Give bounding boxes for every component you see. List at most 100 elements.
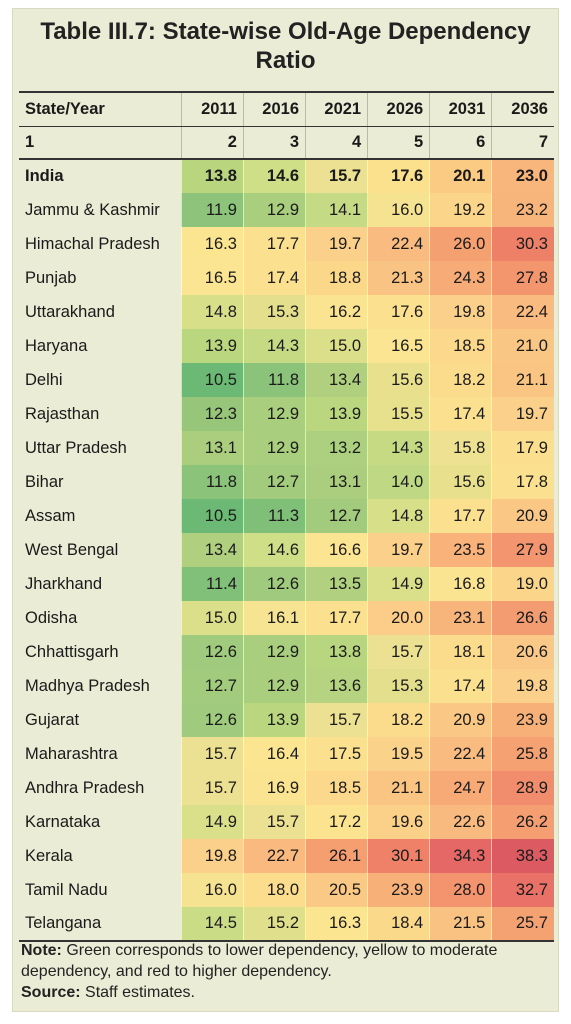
ratio-cell: 16.9 — [242, 771, 306, 805]
state-name: Tamil Nadu — [25, 880, 108, 899]
ratio-cell: 20.6 — [491, 635, 554, 669]
ratio-cell: 19.0 — [491, 567, 554, 601]
ratio-cell: 18.5 — [305, 771, 368, 805]
table-panel: Table III.7: State-wise Old-Age Dependen… — [12, 8, 559, 1012]
ratio-cell: 26.1 — [305, 839, 368, 873]
ratio-cell: 21.1 — [491, 363, 554, 397]
state-name: Himachal Pradesh — [25, 234, 160, 253]
ratio-cell: 32.7 — [491, 873, 554, 907]
ratio-cell: 12.9 — [242, 635, 306, 669]
year-header: 2026 — [367, 91, 430, 127]
ratio-cell: 10.5 — [180, 363, 244, 397]
ratio-cell: 14.8 — [367, 499, 430, 533]
ratio-cell: 20.5 — [305, 873, 368, 907]
ratio-cell: 12.9 — [242, 193, 306, 227]
source-text: Staff estimates. — [80, 984, 195, 1001]
table-row: West Bengal 13.4 14.6 16.6 19.7 23.5 27.9 — [19, 533, 554, 567]
ratio-cell: 12.3 — [180, 397, 244, 431]
state-year-header: State/Year — [19, 91, 182, 127]
ratio-cell: 17.8 — [491, 465, 554, 499]
year-header: 2036 — [491, 91, 554, 127]
ratio-cell: 15.0 — [305, 329, 368, 363]
ratio-cell: 15.6 — [367, 363, 430, 397]
ratio-cell: 16.5 — [180, 261, 244, 295]
state-name: Chhattisgarh — [25, 642, 119, 661]
ratio-cell: 24.7 — [429, 771, 492, 805]
year-header: 2021 — [305, 91, 368, 127]
ratio-cell: 20.9 — [491, 499, 554, 533]
table-row: Rajasthan 12.3 12.9 13.9 15.5 17.4 19.7 — [19, 397, 554, 431]
ratio-cell: 22.4 — [429, 737, 492, 771]
table-row: India 13.8 14.6 15.7 17.6 20.1 23.0 — [19, 159, 554, 193]
ratio-cell: 14.9 — [367, 567, 430, 601]
ratio-cell: 13.4 — [305, 363, 368, 397]
ratio-cell: 23.0 — [491, 159, 554, 193]
ratio-cell: 12.6 — [180, 703, 244, 737]
ratio-cell: 14.0 — [367, 465, 430, 499]
table-row: Odisha 15.0 16.1 17.7 20.0 23.1 26.6 — [19, 601, 554, 635]
table-row: Assam 10.5 11.3 12.7 14.8 17.7 20.9 — [19, 499, 554, 533]
ratio-cell: 21.3 — [367, 261, 430, 295]
year-header: 2011 — [180, 91, 244, 127]
table-row: Karnataka 14.9 15.7 17.2 19.6 22.6 26.2 — [19, 805, 554, 839]
state-name: Odisha — [25, 608, 78, 627]
ratio-cell: 13.9 — [305, 397, 368, 431]
ratio-cell: 23.5 — [429, 533, 492, 567]
ratio-cell: 28.0 — [429, 873, 492, 907]
table-note: Note: Green corresponds to lower depende… — [21, 940, 556, 1003]
ratio-cell: 20.9 — [429, 703, 492, 737]
state-name: Telangana — [19, 907, 182, 942]
ratio-cell: 13.5 — [305, 567, 368, 601]
table-row: Gujarat 12.6 13.9 15.7 18.2 20.9 23.9 — [19, 703, 554, 737]
ratio-cell: 11.9 — [180, 193, 244, 227]
ratio-cell: 15.3 — [367, 669, 430, 703]
ratio-cell: 18.4 — [367, 907, 430, 942]
ratio-cell: 12.9 — [242, 397, 306, 431]
ratio-cell: 13.1 — [180, 431, 244, 465]
ratio-cell: 13.9 — [242, 703, 306, 737]
ratio-cell: 15.2 — [242, 907, 306, 942]
year-header: 2016 — [242, 91, 306, 127]
ratio-cell: 15.7 — [367, 635, 430, 669]
table-row: Haryana 13.9 14.3 15.0 16.5 18.5 21.0 — [19, 329, 554, 363]
ratio-cell: 28.9 — [491, 771, 554, 805]
ratio-cell: 13.1 — [305, 465, 368, 499]
table-row: Himachal Pradesh 16.3 17.7 19.7 22.4 26.0 30.3 — [19, 227, 554, 261]
table-row: Madhya Pradesh 12.7 12.9 13.6 15.3 17.4 19.8 — [19, 669, 554, 703]
ratio-cell: 18.2 — [429, 363, 492, 397]
state-name: Haryana — [25, 336, 88, 355]
ratio-cell: 17.5 — [305, 737, 368, 771]
ratio-cell: 17.6 — [367, 295, 430, 329]
ratio-cell: 26.6 — [491, 601, 554, 635]
ratio-cell: 13.4 — [180, 533, 244, 567]
ratio-cell: 15.7 — [305, 159, 368, 193]
ratio-cell: 14.5 — [180, 907, 244, 942]
table-row: Delhi 10.5 11.8 13.4 15.6 18.2 21.1 — [19, 363, 554, 397]
ratio-cell: 22.4 — [367, 227, 430, 261]
state-name: Uttar Pradesh — [25, 438, 127, 457]
ratio-cell: 11.3 — [242, 499, 306, 533]
ratio-cell: 17.6 — [367, 159, 430, 193]
table-row: Andhra Pradesh 15.7 16.9 18.5 21.1 24.7 28.9 — [19, 771, 554, 805]
ratio-cell: 21.1 — [367, 771, 430, 805]
ratio-cell: 12.9 — [242, 669, 306, 703]
note-text: Green corresponds to lower dependency, y… — [21, 942, 498, 980]
ratio-cell: 13.6 — [305, 669, 368, 703]
table-row: Kerala 19.8 22.7 26.1 30.1 34.3 38.3 — [19, 839, 554, 873]
column-number: 1 — [19, 126, 182, 160]
column-number: 2 — [180, 126, 244, 160]
column-number: 4 — [305, 126, 368, 160]
ratio-cell: 18.8 — [305, 261, 368, 295]
ratio-cell: 17.4 — [429, 669, 492, 703]
ratio-cell: 20.0 — [367, 601, 430, 635]
state-name: Gujarat — [25, 710, 80, 729]
ratio-cell: 15.7 — [242, 805, 306, 839]
state-name: Bihar — [25, 472, 64, 491]
ratio-cell: 16.1 — [242, 601, 306, 635]
ratio-cell: 15.7 — [180, 771, 244, 805]
ratio-cell: 30.1 — [367, 839, 430, 873]
ratio-cell: 10.5 — [180, 499, 244, 533]
state-name: India — [25, 167, 64, 185]
ratio-cell: 11.8 — [242, 363, 306, 397]
state-name: Karnataka — [25, 812, 101, 831]
